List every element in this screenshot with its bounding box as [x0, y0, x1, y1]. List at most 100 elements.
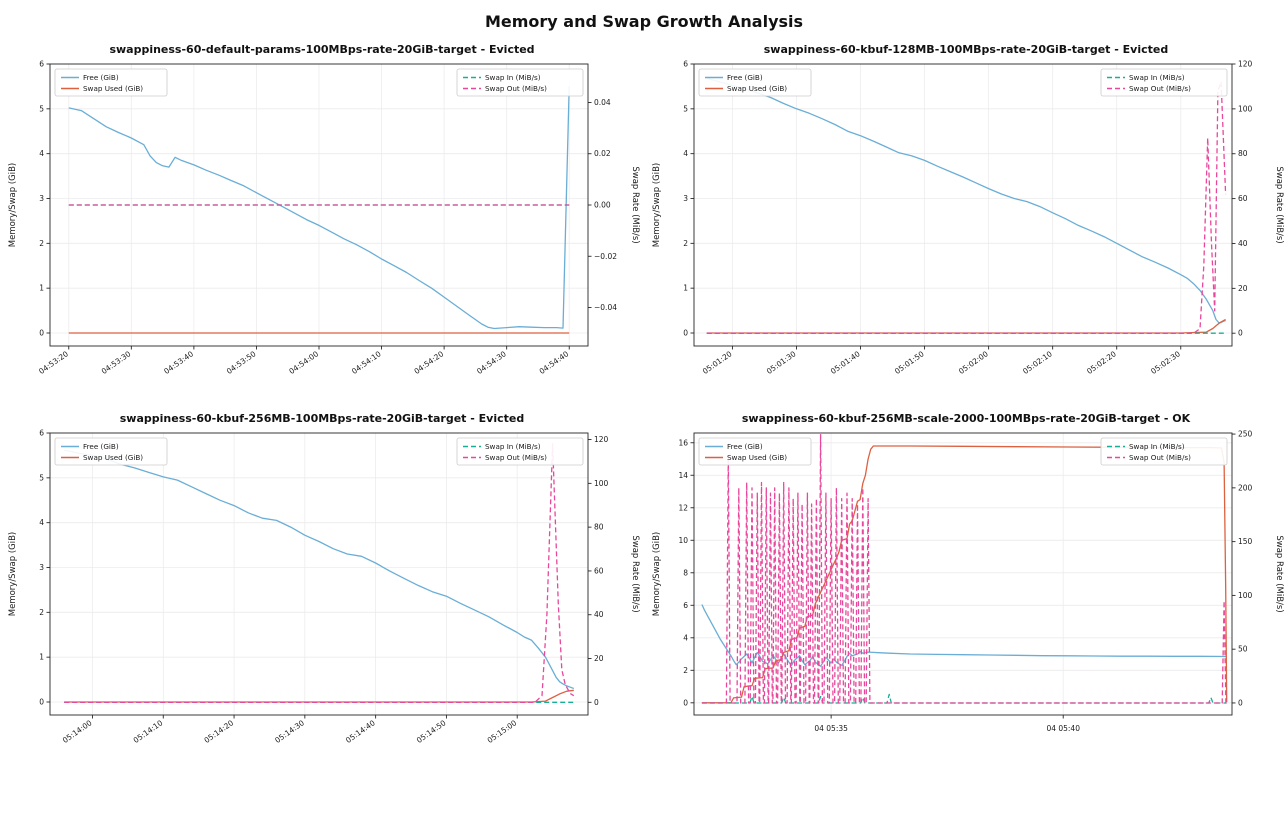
svg-text:04:53:40: 04:53:40 — [162, 349, 195, 376]
svg-text:0: 0 — [39, 328, 44, 337]
svg-text:05:02:10: 05:02:10 — [1021, 349, 1054, 376]
svg-text:120: 120 — [1238, 60, 1253, 69]
svg-text:04:53:30: 04:53:30 — [100, 349, 133, 376]
svg-text:100: 100 — [1238, 591, 1253, 600]
svg-text:1: 1 — [683, 284, 688, 293]
svg-text:05:15:00: 05:15:00 — [486, 718, 519, 745]
svg-text:Swap In (MiB/s): Swap In (MiB/s) — [1129, 73, 1185, 82]
svg-text:1: 1 — [39, 284, 44, 293]
svg-text:Swap Rate (MiB/s): Swap Rate (MiB/s) — [630, 166, 640, 243]
svg-text:2: 2 — [39, 239, 44, 248]
svg-text:05:01:50: 05:01:50 — [893, 349, 926, 376]
svg-text:−0.04: −0.04 — [594, 303, 617, 312]
svg-text:Swap In (MiB/s): Swap In (MiB/s) — [485, 442, 541, 451]
svg-text:3: 3 — [39, 194, 44, 203]
svg-text:8: 8 — [683, 568, 688, 577]
svg-text:0.00: 0.00 — [594, 201, 611, 210]
svg-text:80: 80 — [594, 523, 604, 532]
svg-text:20: 20 — [1238, 284, 1248, 293]
svg-text:5: 5 — [39, 104, 44, 113]
svg-text:100: 100 — [1238, 104, 1253, 113]
chart-title: swappiness-60-default-params-100MBps-rat… — [109, 43, 535, 56]
svg-text:04:53:20: 04:53:20 — [37, 349, 70, 376]
svg-text:10: 10 — [678, 536, 688, 545]
svg-text:50: 50 — [1238, 645, 1248, 654]
svg-text:Memory/Swap (GiB): Memory/Swap (GiB) — [652, 532, 662, 617]
svg-text:04:54:00: 04:54:00 — [287, 349, 320, 376]
svg-text:Swap Rate (MiB/s): Swap Rate (MiB/s) — [1274, 166, 1284, 243]
svg-text:16: 16 — [678, 438, 688, 447]
chart-panel-kbuf-256mb-scale-2000: swappiness-60-kbuf-256MB-scale-2000-100M… — [644, 408, 1288, 777]
svg-text:0: 0 — [594, 698, 599, 707]
svg-text:60: 60 — [594, 566, 604, 575]
chart-grid: swappiness-60-default-params-100MBps-rat… — [0, 39, 1288, 777]
line-chart-kbuf-256mb-scale-2000: 0 2 4 6 8 10 12 14 16 0 50 100 150 200 250 04 05:35 04 0… — [652, 430, 1284, 733]
svg-text:Free (GiB): Free (GiB) — [727, 442, 763, 451]
svg-text:05:02:00: 05:02:00 — [957, 349, 990, 376]
svg-text:04:54:20: 04:54:20 — [413, 349, 446, 376]
chart-panel-kbuf-128mb: swappiness-60-kbuf-128MB-100MBps-rate-20… — [644, 39, 1288, 408]
svg-text:Swap Rate (MiB/s): Swap Rate (MiB/s) — [1274, 535, 1284, 612]
svg-text:120: 120 — [594, 435, 609, 444]
svg-text:4: 4 — [683, 149, 688, 158]
svg-text:Memory/Swap (GiB): Memory/Swap (GiB) — [8, 532, 18, 617]
figure-title: Memory and Swap Growth Analysis — [484, 12, 804, 31]
svg-text:Free (GiB): Free (GiB) — [83, 73, 119, 82]
svg-text:−0.02: −0.02 — [594, 252, 617, 261]
svg-text:05:14:40: 05:14:40 — [344, 718, 377, 745]
svg-text:2: 2 — [683, 239, 688, 248]
svg-text:Swap Used (GiB): Swap Used (GiB) — [83, 453, 143, 462]
svg-text:Swap Used (GiB): Swap Used (GiB) — [83, 84, 143, 93]
svg-text:04 05:40: 04 05:40 — [1046, 724, 1080, 733]
svg-text:0.02: 0.02 — [594, 149, 611, 158]
svg-text:0.04: 0.04 — [594, 98, 611, 107]
svg-text:0: 0 — [683, 698, 688, 707]
chart-panel-kbuf-256mb: swappiness-60-kbuf-256MB-100MBps-rate-20… — [0, 408, 644, 777]
svg-text:Free (GiB): Free (GiB) — [727, 73, 763, 82]
svg-text:Swap Out (MiB/s): Swap Out (MiB/s) — [485, 84, 547, 93]
svg-text:100: 100 — [594, 479, 609, 488]
svg-text:4: 4 — [39, 518, 44, 527]
svg-text:6: 6 — [683, 601, 688, 610]
svg-text:5: 5 — [39, 473, 44, 482]
svg-text:Free (GiB): Free (GiB) — [83, 442, 119, 451]
svg-text:0: 0 — [39, 697, 44, 706]
chart-title: swappiness-60-kbuf-128MB-100MBps-rate-20… — [763, 43, 1169, 56]
svg-text:04:53:50: 04:53:50 — [225, 349, 258, 376]
svg-text:Swap In (MiB/s): Swap In (MiB/s) — [1129, 442, 1185, 451]
svg-text:05:14:00: 05:14:00 — [61, 718, 94, 745]
svg-text:20: 20 — [594, 654, 604, 663]
svg-text:0: 0 — [683, 328, 688, 337]
chart-title: swappiness-60-kbuf-256MB-scale-2000-100M… — [741, 412, 1191, 425]
svg-text:05:14:20: 05:14:20 — [202, 718, 235, 745]
svg-text:6: 6 — [683, 60, 688, 69]
line-chart-default-params: 0 1 2 3 4 5 6 −0.04 −0.02 0.00 0.02 0.04 04:53:20 04:… — [8, 60, 640, 376]
svg-text:200: 200 — [1238, 483, 1253, 492]
svg-text:04:54:40: 04:54:40 — [538, 349, 571, 376]
svg-text:150: 150 — [1238, 537, 1253, 546]
svg-text:05:14:30: 05:14:30 — [273, 718, 306, 745]
svg-text:Memory/Swap (GiB): Memory/Swap (GiB) — [8, 163, 18, 248]
chart-title: swappiness-60-kbuf-256MB-100MBps-rate-20… — [119, 412, 525, 425]
svg-text:2: 2 — [39, 608, 44, 617]
svg-text:3: 3 — [39, 563, 44, 572]
svg-text:04 05:35: 04 05:35 — [814, 724, 848, 733]
svg-text:40: 40 — [594, 610, 604, 619]
svg-text:Memory/Swap (GiB): Memory/Swap (GiB) — [652, 163, 662, 248]
svg-text:Swap Rate (MiB/s): Swap Rate (MiB/s) — [630, 535, 640, 612]
svg-text:4: 4 — [683, 633, 688, 642]
svg-text:04:54:10: 04:54:10 — [350, 349, 383, 376]
svg-text:1: 1 — [39, 653, 44, 662]
svg-text:60: 60 — [1238, 194, 1248, 203]
svg-text:80: 80 — [1238, 149, 1248, 158]
svg-text:3: 3 — [683, 194, 688, 203]
svg-text:05:01:20: 05:01:20 — [701, 349, 734, 376]
svg-text:Swap Used (GiB): Swap Used (GiB) — [727, 84, 787, 93]
svg-text:4: 4 — [39, 149, 44, 158]
svg-text:40: 40 — [1238, 239, 1248, 248]
svg-text:Swap Out (MiB/s): Swap Out (MiB/s) — [485, 453, 547, 462]
svg-text:5: 5 — [683, 104, 688, 113]
svg-text:Swap Out (MiB/s): Swap Out (MiB/s) — [1129, 453, 1191, 462]
